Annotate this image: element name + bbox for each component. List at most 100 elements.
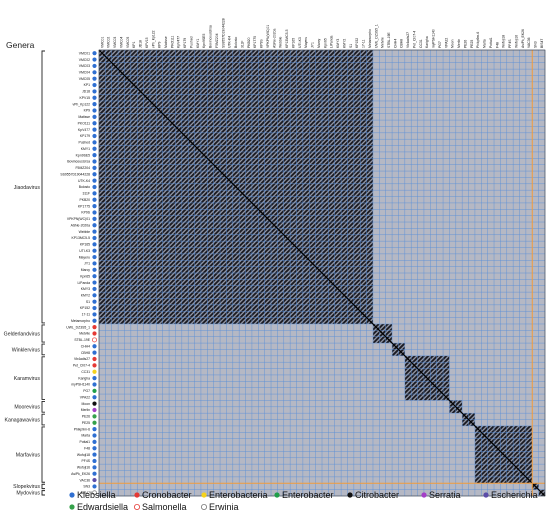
host-dot (92, 280, 97, 285)
column-label: Vb4adis27 (406, 32, 410, 48)
column-label: F48 (495, 42, 499, 48)
column-label: KP179 (183, 38, 187, 48)
host-dot (92, 191, 97, 196)
column-label: LiPanda (330, 35, 334, 48)
column-label: Pushed (189, 36, 193, 48)
row-labels: VMC01 VMC02 VMC03 VMC04 VMC05 KP1 JD18 KPV15 vPh… (60, 51, 90, 495)
host-dot (92, 363, 97, 368)
host-dot (92, 325, 97, 330)
column-label: KMY3 (336, 39, 340, 48)
column-label: JD18 (139, 40, 143, 48)
legend-label: Cronobacter (142, 490, 192, 500)
row-label: KP165 (80, 243, 90, 247)
row-label: Wofoji18 (77, 453, 90, 457)
row-label: F5MZ204 (75, 166, 90, 170)
column-label: F5MZ204 (215, 33, 219, 48)
legend-marker (347, 492, 353, 498)
row-label: vPh_Kp122 (72, 102, 90, 106)
column-label: Wofoji16 (514, 35, 518, 48)
column-label: BIS47 (540, 39, 544, 48)
host-dot (92, 376, 97, 381)
row-label: KPV15 (79, 96, 90, 100)
host-dot (92, 235, 97, 241)
row-label: Pushed (79, 141, 91, 145)
legend-item: Erwinia (200, 502, 239, 512)
genus-label: Slopekvirus (13, 484, 40, 490)
legend-item: Klebsiella (69, 490, 116, 500)
genera-heading: Genera (6, 40, 35, 50)
column-label: AsiPk_EK26 (521, 29, 525, 48)
column-label: Pottal1 (489, 37, 493, 48)
legend-label: Salmonella (142, 502, 187, 512)
legend-label: Enterobacteria (209, 490, 268, 500)
host-dot (92, 102, 97, 107)
host-dot (92, 458, 97, 464)
row-label: JD18 (82, 90, 90, 94)
column-label: PE26 (463, 40, 467, 48)
row-label: KP1 (84, 83, 91, 87)
row-label: UTK-K4 (78, 179, 90, 183)
column-label: PG7 (438, 41, 442, 48)
column-label: KP1 (132, 41, 136, 48)
column-label: KMY2 (342, 39, 346, 48)
column-label: JY1 (311, 42, 315, 48)
row-label: ASNe-2020a (71, 223, 91, 227)
genus-bracket (41, 426, 45, 483)
host-dot (92, 153, 97, 158)
host-dot (92, 70, 97, 75)
column-label: KP9S (260, 39, 264, 48)
row-label: Metvile (79, 332, 90, 336)
genus-bracket (41, 490, 45, 496)
row-label: Pet_CI07-4 (73, 364, 90, 368)
row-label: Webble (79, 230, 91, 234)
host-dot (92, 465, 97, 470)
host-dot (92, 108, 97, 113)
host-dot (92, 305, 97, 311)
column-label: Karigha (425, 36, 429, 48)
column-label: VPKPN(WC)01 (266, 25, 270, 48)
row-label: KP152 (80, 306, 90, 310)
column-label: Marta (483, 39, 487, 48)
host-dot (92, 446, 97, 451)
column-label: ASNe-2020a (272, 28, 276, 48)
host-dot (92, 127, 97, 132)
column-label: PF4S (508, 39, 512, 48)
genus-label: Gelderlandvirus (4, 331, 41, 337)
row-label: VMC02 (79, 58, 90, 62)
host-dot (92, 82, 97, 88)
legend-marker (69, 492, 75, 498)
legend-item: Salmonella (133, 502, 187, 512)
column-label: VMC02 (107, 37, 111, 48)
legend-label: Citrobacter (355, 490, 399, 500)
host-dot (92, 420, 97, 425)
column-label: KP9 (158, 41, 162, 48)
host-dot (92, 267, 97, 272)
host-dots (92, 51, 97, 496)
host-dot (92, 248, 97, 253)
legend-item: Escherichia (483, 490, 538, 500)
host-dot (92, 95, 97, 100)
genus-bracket (41, 343, 45, 356)
column-label: Mayeru (304, 37, 308, 48)
row-label: PF4S (82, 459, 91, 463)
host-dot (92, 427, 97, 432)
host-dot (92, 484, 97, 489)
row-label: PG7 (83, 389, 90, 393)
host-dot (92, 178, 97, 183)
host-dot (92, 293, 97, 298)
heatmap-grid (98, 49, 546, 497)
host-dot (92, 299, 97, 304)
host-dot (92, 146, 97, 151)
genus-label: Mydovirus (16, 491, 40, 497)
genus-bracket (41, 324, 45, 343)
row-label: Marta (81, 434, 90, 438)
row-label: S1 (86, 300, 90, 304)
host-dot (92, 261, 97, 266)
host-dot (92, 165, 97, 170)
host-legend: Klebsiella Cronobacter Enterobacteria Enter… (69, 490, 538, 512)
column-label: UTK-K4 (228, 36, 232, 48)
host-dot (92, 286, 97, 292)
legend-label: Escherichia (491, 490, 538, 500)
column-label: 17-11 (362, 39, 366, 48)
